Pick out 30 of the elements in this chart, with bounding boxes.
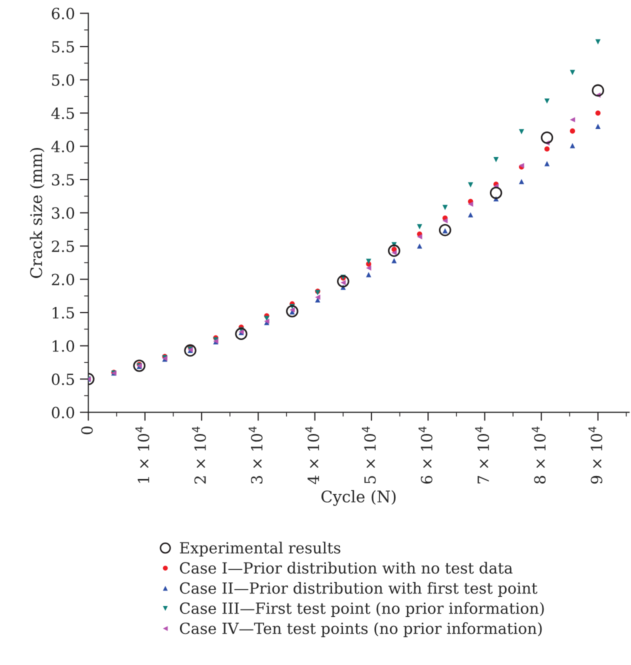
x-axis-title: Cycle (N) <box>321 490 396 506</box>
y-tick-label: 4.0 <box>51 140 74 152</box>
x-tick-label: 1 × 10$^{4}$ <box>135 426 150 483</box>
x-tick-label: 0 <box>81 426 93 434</box>
y-tick-label: 2.0 <box>52 274 74 286</box>
legend-label: Case I—Prior distribution with no test data <box>180 562 513 574</box>
x-tick-label: 4 × 10$^{4}$ <box>305 426 320 484</box>
legend-label: Case II—Prior distribution with first test point <box>180 582 538 597</box>
legend-label: Experimental results <box>180 542 340 557</box>
x-tick-label: 2 × 10$^{4}$ <box>192 426 206 484</box>
x-tick-label: 9 × 10$^{4}$ <box>588 426 602 484</box>
y-tick-label: 3.0 <box>52 207 74 219</box>
y-tick-label: 0.0 <box>52 406 74 418</box>
x-tick-label: 5 × 10$^{4}$ <box>362 426 376 484</box>
y-tick-label: 2.5 <box>52 240 74 252</box>
x-tick-label: 8 × 10$^{4}$ <box>532 426 546 484</box>
legend-label: Case IV—Ten test points (no prior information) <box>180 622 542 638</box>
y-tick-label: 3.5 <box>52 174 74 186</box>
y-tick-label: 1.0 <box>52 340 74 352</box>
y-tick-label: 4.5 <box>51 108 74 120</box>
x-tick-label: 7 × 10$^{4}$ <box>475 426 490 484</box>
legend-label: Case III—First test point (no prior information) <box>180 602 544 617</box>
y-tick-label: 5.5 <box>52 41 74 53</box>
x-tick-label: 6 × 10$^{4}$ <box>418 426 432 484</box>
y-tick-label: 6.0 <box>52 8 74 20</box>
y-tick-label: 1.5 <box>52 307 74 319</box>
y-tick-label: 5.0 <box>52 74 74 86</box>
y-axis-title: Crack size (mm) <box>30 148 44 278</box>
x-tick-label: 3 × 10$^{4}$ <box>248 426 263 484</box>
y-tick-label: 0.5 <box>52 374 74 386</box>
